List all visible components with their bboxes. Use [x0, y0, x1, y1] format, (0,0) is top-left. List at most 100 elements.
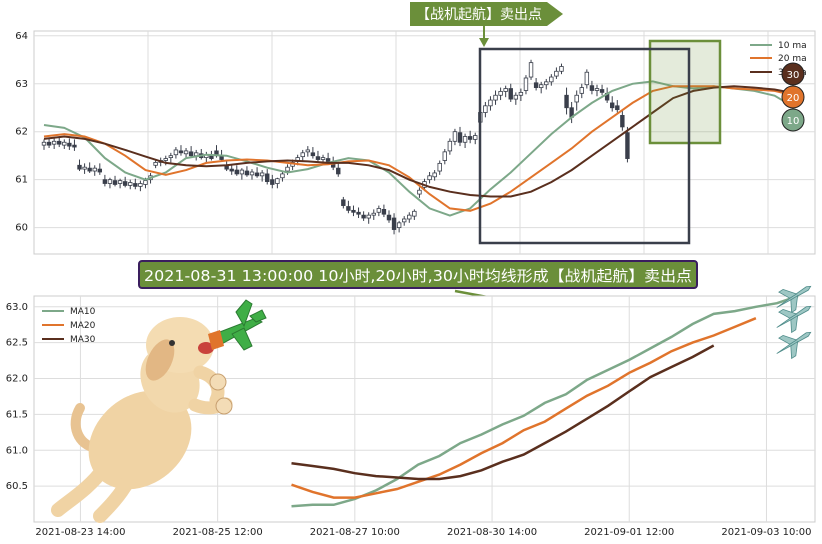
candle-body [138, 183, 143, 187]
badge-10 [781, 108, 805, 132]
candle-body [402, 218, 407, 223]
candle-body [188, 151, 194, 157]
candle-body [77, 164, 82, 170]
candle-body [351, 209, 356, 213]
legend-ma10: MA10 [70, 307, 96, 317]
bottom-y-tick-label: 60.5 [6, 481, 28, 492]
top-ma-lines [43, 80, 796, 217]
candle-body [234, 169, 239, 175]
candle-body [67, 142, 72, 147]
candle-body [163, 158, 168, 161]
dog-illustration [51, 299, 267, 523]
candle-body [183, 150, 189, 155]
candle-body [361, 214, 366, 219]
candle-body [538, 84, 544, 88]
bottom-y-tick-label: 62.0 [6, 374, 28, 385]
candle-body [285, 166, 290, 172]
candle-body [265, 173, 270, 182]
candle-body [133, 183, 138, 187]
candle-body [523, 77, 529, 91]
candle-body [178, 150, 184, 154]
candle-body [57, 140, 62, 145]
candle-body [371, 212, 376, 216]
highlight-box [648, 39, 722, 145]
candle-body [270, 179, 275, 185]
candle-body [528, 62, 534, 78]
top-grid [34, 31, 815, 254]
candle-body [427, 175, 432, 181]
candle-body [452, 131, 458, 142]
candle-body [87, 167, 92, 172]
candle-body [356, 211, 361, 215]
candle-body [117, 180, 123, 184]
candle-body [391, 217, 397, 230]
top-y-tick-label: 62 [15, 127, 28, 138]
candle-body [513, 94, 519, 100]
candle-body [594, 88, 600, 91]
candle-body [483, 105, 488, 113]
badge-20-label: 20 [787, 93, 800, 104]
top-y-tick-label: 60 [15, 223, 28, 234]
candle-body [305, 149, 311, 153]
candle-body [239, 169, 245, 175]
candle-body [432, 172, 437, 178]
bottom-legend: MA10 MA20 MA30 [42, 307, 96, 345]
candle-body [102, 179, 108, 184]
bottom-x-tick-label: 2021-08-25 12:00 [173, 527, 263, 538]
candle-body [442, 151, 447, 161]
ma-badges: 30 20 10 [781, 62, 805, 132]
candle-body [493, 94, 498, 101]
candle-body [554, 70, 559, 77]
candle-body [376, 208, 382, 213]
candle-body [315, 156, 321, 160]
mid-banner-text: 2021-08-31 13:00:00 10小时,20小时,30小时均线形成【战… [144, 267, 692, 285]
legend-10ma: 10 ma [778, 41, 807, 51]
candle-body [173, 149, 179, 156]
candle-body [143, 180, 148, 185]
candle-body [508, 88, 513, 100]
candle-body [275, 178, 280, 184]
candle-body [533, 82, 539, 88]
candle-body [97, 168, 103, 173]
jets-illustration [776, 285, 812, 360]
candle-body [259, 172, 265, 177]
bottom-ma20-line [291, 317, 757, 499]
candle-body [467, 136, 473, 140]
candle-body [589, 85, 595, 91]
bottom-y-tick-label: 63.0 [6, 302, 28, 313]
candle-body [584, 71, 590, 86]
candle-body [310, 152, 316, 157]
candle-body [122, 181, 128, 186]
candle-body [417, 189, 422, 195]
bottom-ma10-line [291, 294, 799, 508]
candle-body [366, 214, 371, 219]
bottom-x-tick-label: 2021-09-01 12:00 [584, 527, 674, 538]
candle-body [346, 206, 351, 211]
candle-body [381, 208, 387, 215]
candle-body [457, 132, 463, 143]
candle-body [46, 141, 52, 146]
candle-body [412, 210, 417, 217]
candle-body [615, 105, 620, 111]
top-y-tick-label: 63 [15, 79, 28, 90]
badge-30 [781, 62, 805, 86]
bottom-x-tick-label: 2021-08-30 14:00 [447, 527, 537, 538]
candle-body [280, 173, 285, 179]
candle-body [128, 182, 133, 186]
candle-body [72, 144, 77, 148]
jet-icon [776, 285, 812, 314]
candle-body [336, 167, 341, 175]
top-banner-text: 【战机起航】卖出点 [416, 7, 542, 23]
bottom-y-tick-labels: 60.5 61.0 61.5 62.0 62.5 63.0 [6, 302, 28, 492]
candle-body [579, 87, 584, 94]
candle-body [559, 66, 564, 72]
badge-10-label: 10 [787, 116, 800, 127]
candle-body [229, 168, 234, 172]
candle-body [610, 102, 615, 109]
top-y-tick-labels: 60 61 62 63 64 [15, 31, 28, 234]
candle-body [498, 91, 503, 96]
candle-body [254, 172, 260, 177]
toy-plane-icon [208, 299, 267, 351]
